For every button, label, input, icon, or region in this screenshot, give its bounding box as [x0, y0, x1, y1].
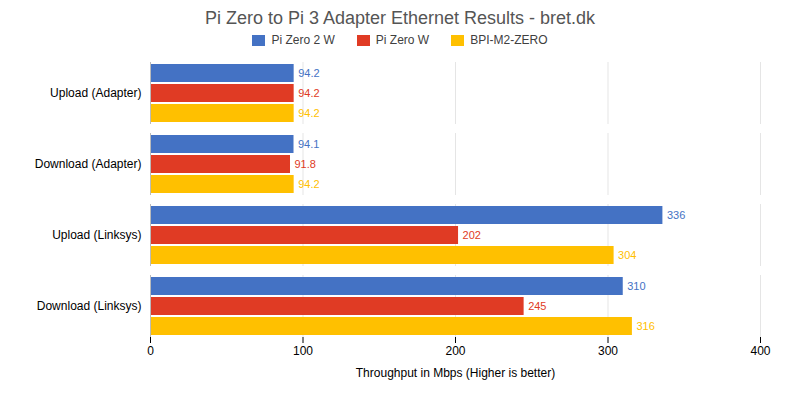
svg-text:Download (Adapter): Download (Adapter)	[35, 157, 142, 171]
svg-text:94.1: 94.1	[298, 138, 319, 150]
html-text:Pi Zero to Pi 3 Adapter Ethern: Pi Zero to Pi 3 Adapter Ethernet Results…	[204, 8, 596, 28]
svg-text:0: 0	[147, 344, 154, 358]
svg-text:Upload (Linksys): Upload (Linksys)	[52, 228, 141, 242]
svg-text:94.2: 94.2	[298, 87, 319, 99]
svg-text:Upload (Adapter): Upload (Adapter)	[50, 86, 141, 100]
svg-text:336: 336	[667, 209, 685, 221]
html-text:Pi Zero W: Pi Zero W	[375, 33, 430, 47]
svg-text:Download (Linksys): Download (Linksys)	[37, 299, 142, 313]
html-text:BPI-M2-ZERO: BPI-M2-ZERO	[470, 33, 548, 47]
svg-text:400: 400	[750, 344, 770, 358]
svg-text:202: 202	[463, 229, 481, 241]
svg-text:94.2: 94.2	[298, 67, 319, 79]
svg-text:300: 300	[598, 344, 618, 358]
svg-text:245: 245	[528, 300, 546, 312]
html-text:Pi Zero 2 W: Pi Zero 2 W	[271, 33, 335, 47]
svg-text:94.2: 94.2	[298, 107, 319, 119]
svg-text:316: 316	[636, 320, 654, 332]
svg-text:94.2: 94.2	[298, 178, 319, 190]
svg-text:91.8: 91.8	[294, 158, 315, 170]
svg-text:100: 100	[293, 344, 313, 358]
svg-text:200: 200	[445, 344, 465, 358]
svg-text:Throughput in Mbps (Higher is: Throughput in Mbps (Higher is better)	[356, 366, 555, 380]
svg-text:310: 310	[627, 280, 645, 292]
svg-text:304: 304	[618, 249, 636, 261]
